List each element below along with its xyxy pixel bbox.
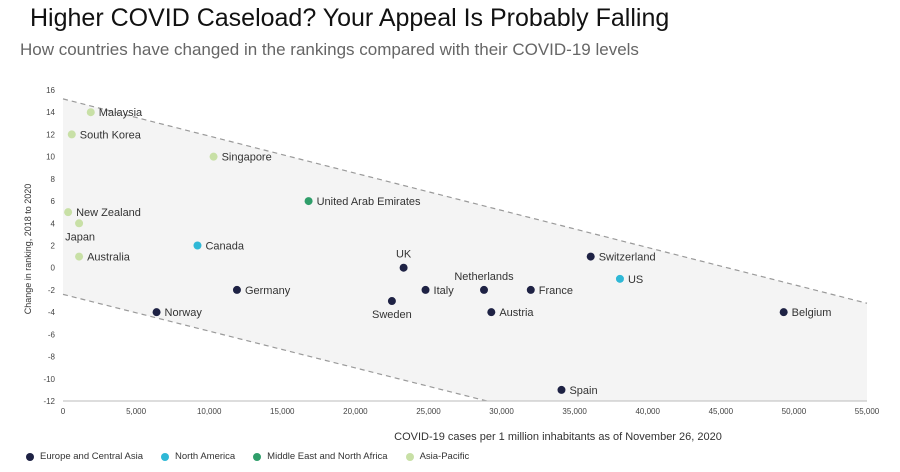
x-tick-label: 10,000 xyxy=(197,407,222,416)
y-tick-label: 8 xyxy=(51,175,56,184)
legend-marker xyxy=(26,452,34,461)
y-tick-label: -4 xyxy=(48,308,56,317)
data-point xyxy=(209,152,218,161)
data-point-label: Malaysia xyxy=(99,107,143,119)
data-point-label: UK xyxy=(396,249,412,261)
data-point-label: South Korea xyxy=(80,129,142,141)
y-tick-label: -2 xyxy=(48,286,56,295)
legend-label: Europe and Central Asia xyxy=(40,451,143,462)
data-point-label: Switzerland xyxy=(599,252,656,264)
data-point-label: Sweden xyxy=(372,309,412,321)
data-point-label: Netherlands xyxy=(454,271,514,283)
data-point-label: Norway xyxy=(165,307,203,319)
y-tick-label: 6 xyxy=(51,197,56,206)
data-point xyxy=(67,130,76,139)
legend-label: Asia-Pacific xyxy=(419,451,470,462)
y-tick-label: -10 xyxy=(43,375,55,384)
data-point-label: US xyxy=(628,274,643,286)
chart-title: Higher COVID Caseload? Your Appeal Is Pr… xyxy=(30,4,670,32)
legend-label: North America xyxy=(174,451,236,462)
x-tick-label: 40,000 xyxy=(635,407,660,416)
y-tick-label: 16 xyxy=(46,86,55,95)
y-tick-label: 14 xyxy=(46,108,55,117)
x-tick-label: 5,000 xyxy=(126,407,147,416)
data-point xyxy=(152,308,161,317)
y-axis-label: Change in ranking, 2018 to 2020 xyxy=(23,184,33,315)
x-tick-label: 50,000 xyxy=(782,407,807,416)
legend-item: North America xyxy=(160,451,236,462)
x-tick-label: 25,000 xyxy=(416,407,441,416)
data-point-label: Australia xyxy=(87,252,131,264)
data-point-label: Singapore xyxy=(222,152,272,164)
data-point-label: Japan xyxy=(65,231,95,243)
data-point-label: Belgium xyxy=(792,307,832,319)
data-point xyxy=(193,241,202,250)
data-point xyxy=(75,219,84,228)
legend-item: Europe and Central Asia xyxy=(26,451,143,462)
y-tick-label: 10 xyxy=(46,153,55,162)
y-tick-label: 12 xyxy=(46,130,55,139)
data-point xyxy=(64,208,73,217)
x-axis-label: COVID-19 cases per 1 million inhabitants… xyxy=(394,431,722,443)
data-point-label: Canada xyxy=(205,241,244,253)
chart-legend: Europe and Central Asia North America Midd… xyxy=(26,451,469,462)
legend-label: Middle East and North Africa xyxy=(267,451,388,462)
data-point xyxy=(304,197,313,206)
data-point xyxy=(557,385,566,394)
x-tick-label: 55,000 xyxy=(855,407,880,416)
x-tick-label: 20,000 xyxy=(343,407,368,416)
x-tick-label: 0 xyxy=(61,407,66,416)
data-point-label: Spain xyxy=(569,385,597,397)
y-tick-label: -12 xyxy=(43,397,55,406)
data-point-label: Germany xyxy=(245,285,291,297)
data-point xyxy=(615,274,624,283)
data-point xyxy=(86,108,95,117)
y-tick-label: 4 xyxy=(51,219,56,228)
legend-item: Middle East and North Africa xyxy=(253,451,388,462)
legend-marker xyxy=(405,452,414,461)
upper-trend-line xyxy=(62,98,868,304)
chart-subtitle: How countries have changed in the rankin… xyxy=(20,40,639,59)
y-tick-label: -8 xyxy=(48,353,56,362)
data-point xyxy=(779,308,788,317)
data-point-label: New Zealand xyxy=(76,207,141,219)
legend-marker xyxy=(253,452,262,461)
lower-trend-line xyxy=(62,293,488,402)
data-point xyxy=(232,285,241,294)
data-point xyxy=(480,285,489,294)
trend-band-fill xyxy=(63,98,867,401)
data-point-label: Austria xyxy=(499,307,534,319)
data-point xyxy=(586,252,595,261)
y-tick-label: 2 xyxy=(51,242,56,251)
data-point xyxy=(75,252,84,261)
y-tick-label: -6 xyxy=(48,330,56,339)
y-tick-label: 0 xyxy=(51,264,56,273)
legend-item: Asia-Pacific xyxy=(405,451,470,462)
data-point xyxy=(421,285,430,294)
legend-marker xyxy=(160,452,169,461)
data-point xyxy=(387,297,396,306)
data-point-label: France xyxy=(539,285,573,297)
data-point xyxy=(487,308,496,317)
data-point-label: Italy xyxy=(434,285,455,297)
x-tick-label: 35,000 xyxy=(562,407,587,416)
data-point-label: United Arab Emirates xyxy=(317,196,421,208)
x-tick-label: 30,000 xyxy=(489,407,514,416)
data-point xyxy=(526,285,535,294)
x-tick-label: 15,000 xyxy=(270,407,295,416)
x-tick-label: 45,000 xyxy=(709,407,734,416)
data-point xyxy=(399,263,408,272)
